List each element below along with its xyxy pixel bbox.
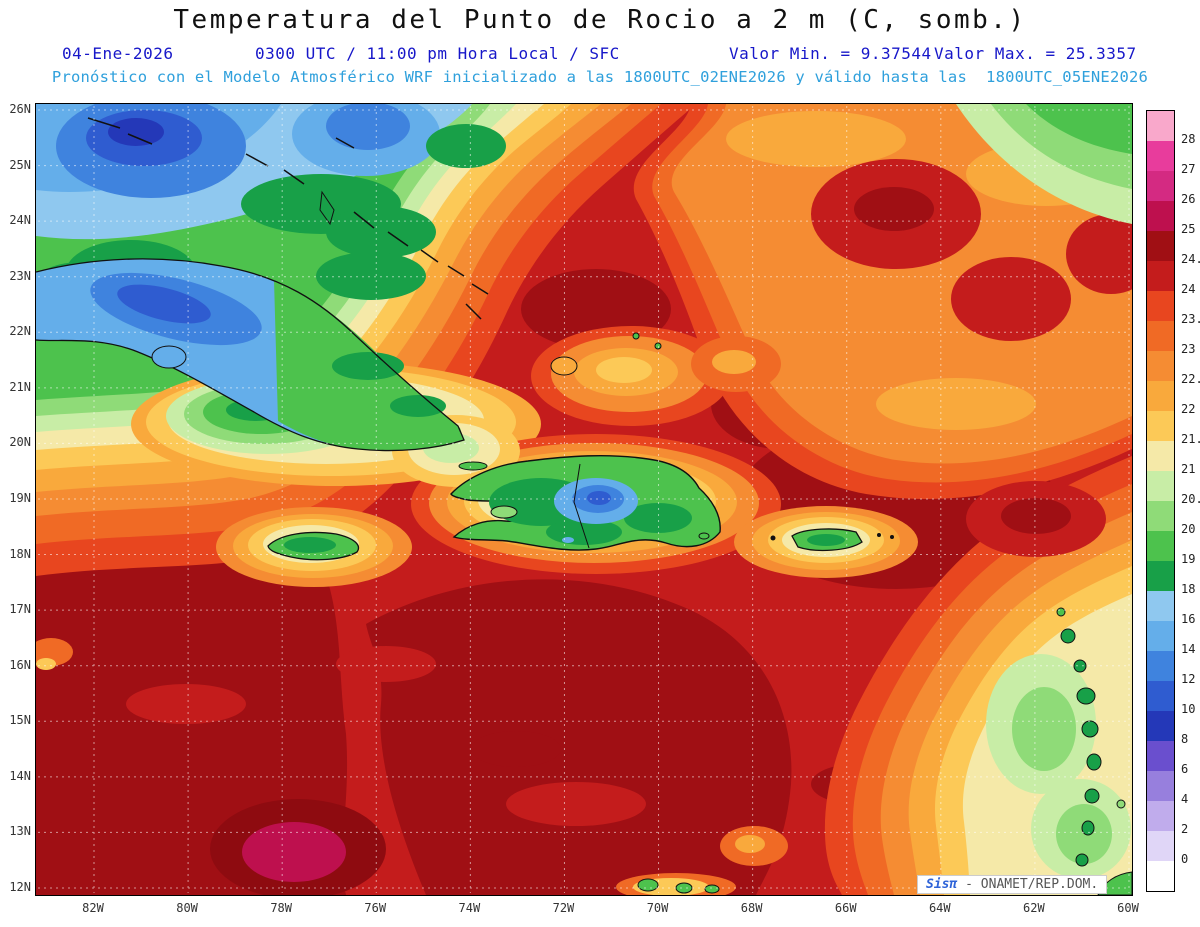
colorbar-cell xyxy=(1147,201,1174,231)
colorbar-tick-label: 2 xyxy=(1181,822,1189,836)
colorbar-cell xyxy=(1147,321,1174,351)
lat-tick-label: 13N xyxy=(9,824,31,839)
gridlines xyxy=(38,106,1130,893)
colorbar-cell xyxy=(1147,351,1174,381)
colorbar-tick-label: 18 xyxy=(1181,582,1196,596)
islands xyxy=(36,117,918,587)
lat-tick-label: 20N xyxy=(9,435,31,450)
colorbar-tick-label: 8 xyxy=(1181,732,1189,746)
colorbar-tick-label: 16 xyxy=(1181,612,1196,626)
colorbar-cell xyxy=(1147,111,1174,141)
colorbar-cell xyxy=(1147,531,1174,561)
lon-tick-label: 74W xyxy=(458,901,481,915)
colorbar-cell xyxy=(1147,261,1174,291)
lon-tick-label: 60W xyxy=(1117,901,1139,915)
lon-tick-label: 78W xyxy=(270,901,293,915)
colorbar-cell xyxy=(1147,801,1174,831)
colorbar-tick-label: 20.5 xyxy=(1181,492,1200,506)
colorbar-cell xyxy=(1147,411,1174,441)
colorbar-tick-label: 21.5 xyxy=(1181,432,1200,446)
watermark: Sisπ - ONAMET/REP.DOM. xyxy=(917,875,1108,894)
lon-tick-label: 62W xyxy=(1023,901,1045,915)
colorbar-tick-label: 24 xyxy=(1181,282,1196,296)
colorbar-cell xyxy=(1147,741,1174,771)
lat-tick-label: 23N xyxy=(9,268,31,283)
forecast-time: 0300 UTC / 11:00 pm Hora Local / SFC xyxy=(255,44,620,63)
colorbar-cell xyxy=(1147,381,1174,411)
lon-tick-label: 68W xyxy=(740,901,763,915)
colorbar-tick-label: 14 xyxy=(1181,642,1196,656)
colorbar-cell xyxy=(1147,651,1174,681)
forecast-date: 04-Ene-2026 xyxy=(62,44,174,63)
colorbar-tick-label: 28 xyxy=(1181,132,1196,146)
lat-tick-label: 16N xyxy=(9,657,31,672)
map-svg xyxy=(36,104,1132,895)
lat-tick-label: 12N xyxy=(9,879,31,894)
colorbar-tick-label: 27 xyxy=(1181,162,1196,176)
lon-tick-label: 70W xyxy=(646,901,669,915)
colorbar-tick-label: 22 xyxy=(1181,402,1196,416)
colorbar-cell xyxy=(1147,441,1174,471)
colorbar xyxy=(1146,110,1175,892)
colorbar-tick-label: 10 xyxy=(1181,702,1196,716)
colorbar-tick-label: 23.5 xyxy=(1181,312,1200,326)
value-max: Valor Max. = 25.3357 xyxy=(934,44,1137,63)
colorbar-tick-label: 26 xyxy=(1181,192,1196,206)
colorbar-cell xyxy=(1147,231,1174,261)
lon-tick-label: 80W xyxy=(176,901,198,915)
value-min: Valor Min. = 9.37544 xyxy=(729,44,932,63)
colorbar-tick-label: 21 xyxy=(1181,462,1196,476)
colorbar-tick-label: 23 xyxy=(1181,342,1196,356)
colorbar-cell xyxy=(1147,501,1174,531)
colorbar-cell xyxy=(1147,771,1174,801)
colorbar-tick-label: 19 xyxy=(1181,552,1196,566)
org-label: - ONAMET/REP.DOM. xyxy=(957,877,1099,892)
colorbar-cell xyxy=(1147,561,1174,591)
lon-tick-label: 76W xyxy=(364,901,387,915)
colorbar-cell xyxy=(1147,291,1174,321)
lat-tick-label: 14N xyxy=(9,768,31,783)
colorbar-cell xyxy=(1147,831,1174,861)
lat-tick-label: 19N xyxy=(9,490,31,505)
colorbar-tick-label: 0 xyxy=(1181,852,1189,866)
lat-tick-label: 21N xyxy=(9,379,31,394)
lon-tick-label: 64W xyxy=(928,901,951,915)
colorbar-tick-label: 24.5 xyxy=(1181,252,1200,266)
colorbar-cell xyxy=(1147,471,1174,501)
page-title: Temperatura del Punto de Rocio a 2 m (C,… xyxy=(173,5,1027,35)
colorbar-tick-label: 25 xyxy=(1181,222,1196,236)
colorbar-tick-label: 6 xyxy=(1181,762,1189,776)
east-caribbean-field xyxy=(824,456,1132,895)
lon-tick-label: 72W xyxy=(552,901,575,915)
colorbar-cell xyxy=(1147,861,1174,891)
lat-tick-label: 18N xyxy=(9,546,31,561)
lat-tick-label: 25N xyxy=(9,157,31,172)
lat-tick-label: 24N xyxy=(9,213,31,228)
colorbar-tick-label: 12 xyxy=(1181,672,1196,686)
lat-tick-label: 15N xyxy=(9,713,31,728)
weather-map: Sisπ - ONAMET/REP.DOM. xyxy=(35,103,1133,896)
lon-tick-label: 66W xyxy=(834,901,857,915)
lat-tick-label: 17N xyxy=(9,602,31,617)
colorbar-cell xyxy=(1147,171,1174,201)
colorbar-cell xyxy=(1147,621,1174,651)
lat-tick-label: 22N xyxy=(9,324,31,339)
colorbar-tick-label: 22.5 xyxy=(1181,372,1200,386)
colorbar-tick-label: 4 xyxy=(1181,792,1189,806)
south-details xyxy=(36,638,788,895)
lon-tick-label: 82W xyxy=(82,901,104,915)
colorbar-cell xyxy=(1147,141,1174,171)
lat-tick-label: 26N xyxy=(9,102,31,116)
colorbar-cell xyxy=(1147,591,1174,621)
brand-label: Sisπ xyxy=(926,877,958,892)
colorbar-cell xyxy=(1147,711,1174,741)
forecast-line: Pronóstico con el Modelo Atmosférico WRF… xyxy=(51,68,1149,86)
colorbar-tick-label: 20 xyxy=(1181,522,1196,536)
colorbar-cell xyxy=(1147,681,1174,711)
